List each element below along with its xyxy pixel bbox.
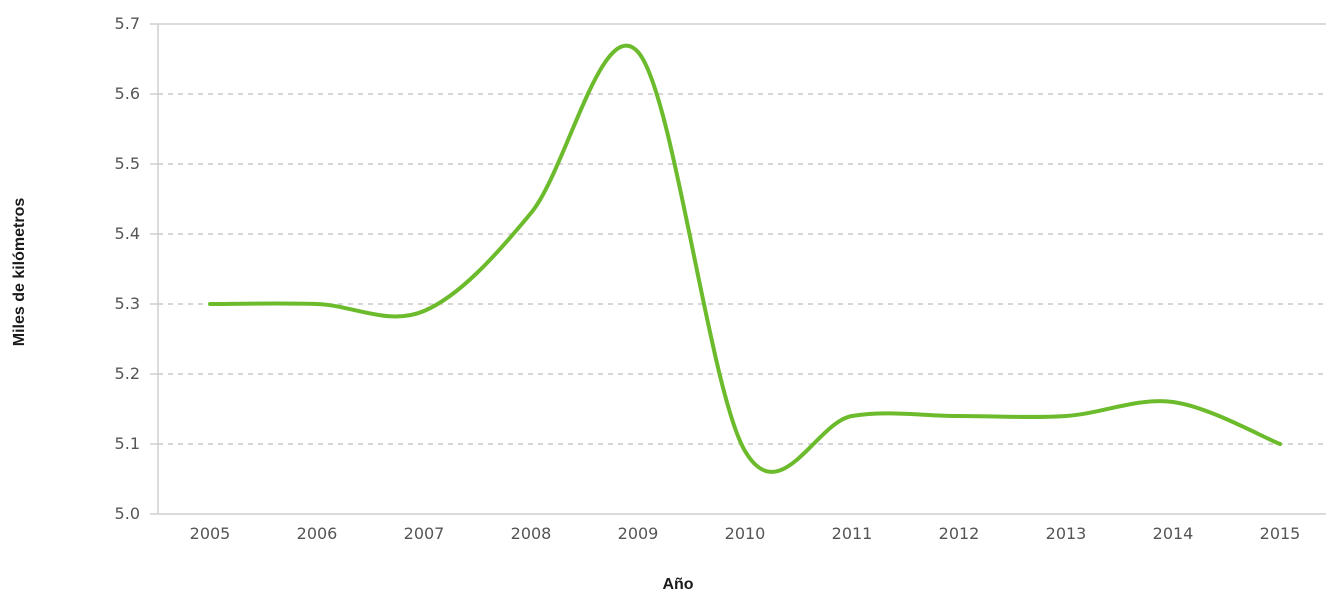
y-tick-label: 5.1 [115,434,140,453]
y-tick-label: 5.2 [115,364,140,383]
x-tick-label: 2010 [725,524,766,543]
x-tick-label: 2013 [1046,524,1087,543]
x-tick-label: 2015 [1260,524,1301,543]
y-tick-label: 5.3 [115,294,140,313]
series-line [208,43,1282,474]
x-tick-label: 2012 [939,524,980,543]
y-tick-labels: 5.0 5.1 5.2 5.3 5.4 5.5 5.6 5.7 [115,14,140,523]
x-tick-label: 2008 [511,524,552,543]
x-tick-label: 2014 [1153,524,1194,543]
series-layer [208,43,1282,474]
x-tick-label: 2007 [404,524,445,543]
y-tick-label: 5.4 [115,224,140,243]
y-tick-label: 5.6 [115,84,140,103]
x-tick-labels: 2005 2006 2007 2008 2009 2010 2011 2012 2013 2014… [190,524,1301,543]
x-axis-label: Año [662,576,694,593]
x-tick-label: 2005 [190,524,231,543]
x-tick-label: 2006 [297,524,338,543]
y-tick-label: 5.7 [115,14,140,33]
x-tick-label: 2011 [832,524,873,543]
grid-layer [158,93,1326,445]
y-axis-label: Miles de kilómetros [11,197,28,347]
y-tick-label: 5.5 [115,154,140,173]
x-tick-label: 2009 [618,524,659,543]
axis-layer [150,23,1326,515]
y-tick-label: 5.0 [115,504,140,523]
